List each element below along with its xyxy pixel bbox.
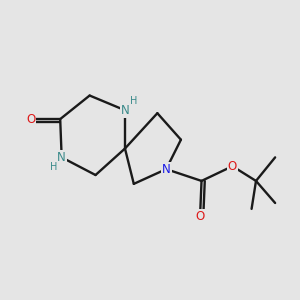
Text: O: O [26, 112, 35, 126]
Text: H: H [130, 96, 137, 106]
Text: N: N [162, 163, 171, 176]
Text: N: N [57, 151, 66, 164]
Text: O: O [228, 160, 237, 173]
Text: O: O [195, 210, 205, 223]
Text: H: H [50, 162, 57, 172]
Text: N: N [121, 104, 129, 117]
